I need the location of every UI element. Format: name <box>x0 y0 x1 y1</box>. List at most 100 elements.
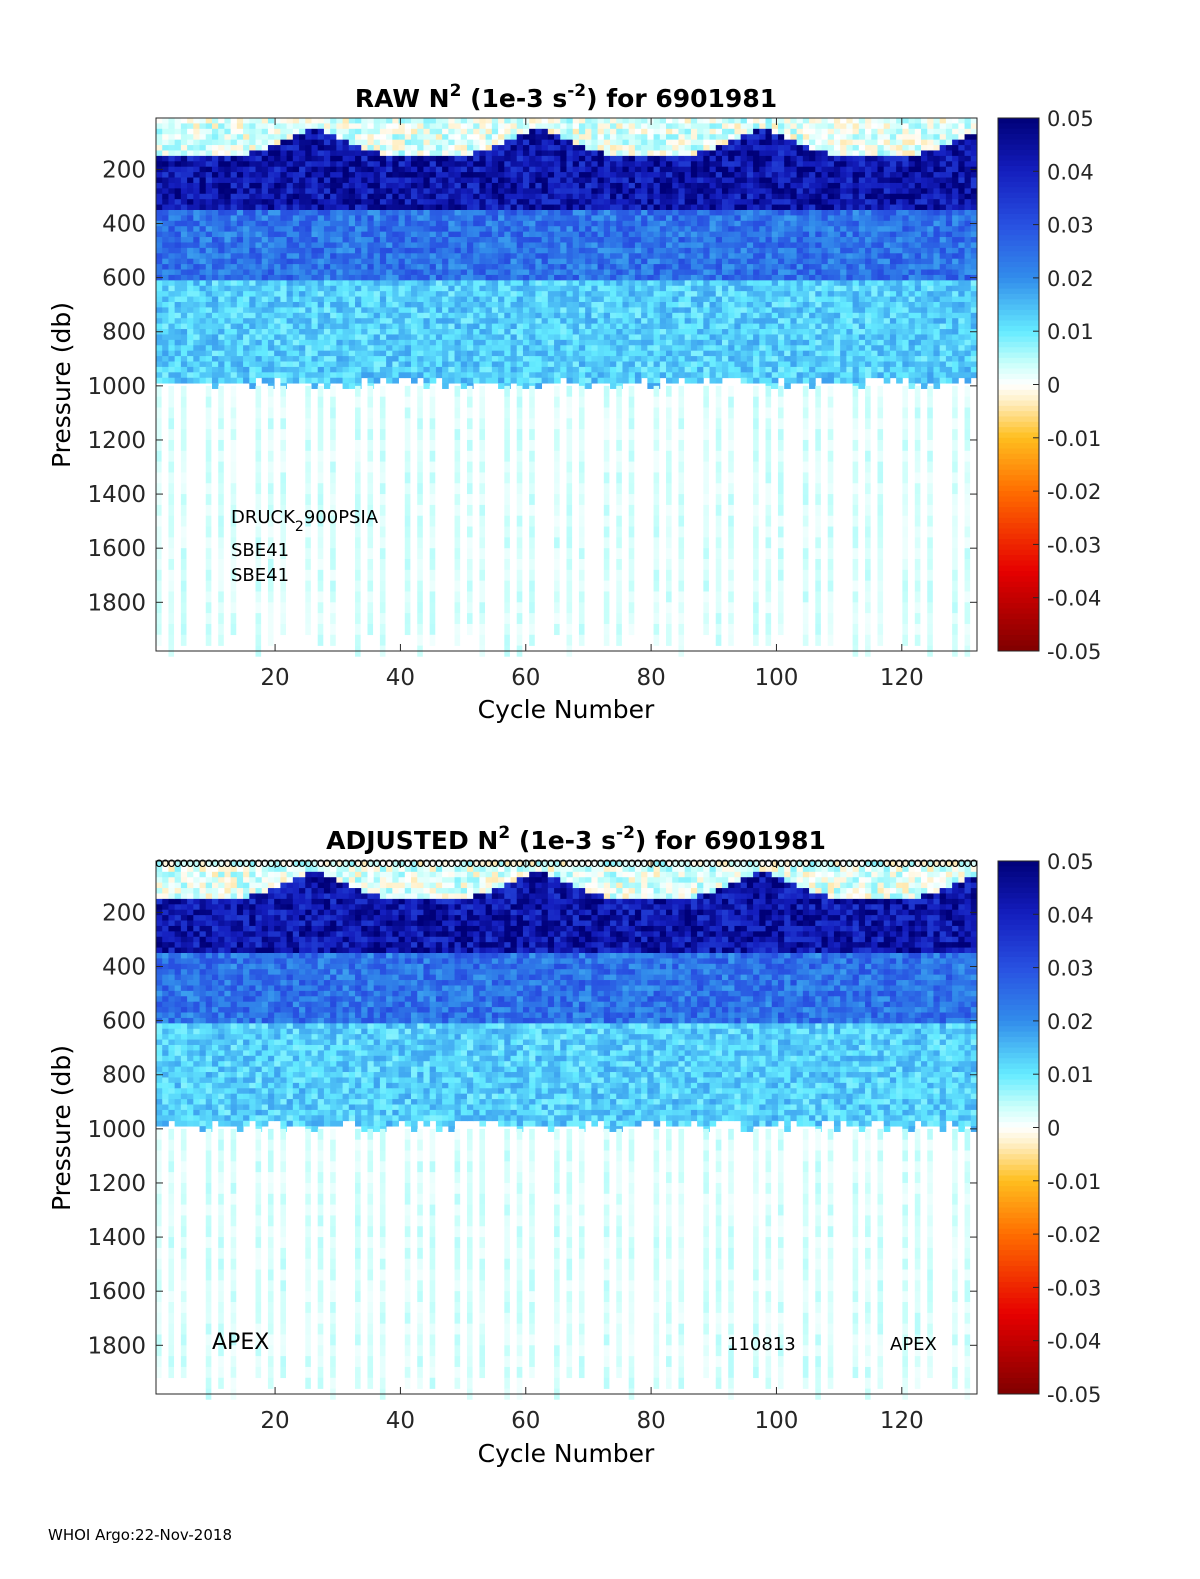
heatmap-cell <box>535 377 543 384</box>
heatmap-cell <box>578 515 585 527</box>
heatmap-cell <box>417 220 424 227</box>
heatmap-cell <box>591 145 598 151</box>
heatmap-cell <box>516 123 524 130</box>
heatmap-cell <box>386 166 393 173</box>
heatmap-cell <box>578 150 586 157</box>
heatmap-cell <box>610 285 617 292</box>
heatmap-cell <box>541 269 549 276</box>
heatmap-cell <box>641 258 648 265</box>
heatmap-cell <box>174 209 182 216</box>
heatmap-cell <box>280 377 288 384</box>
heatmap-cell <box>411 209 418 216</box>
heatmap-cell <box>529 155 536 162</box>
heatmap-cell <box>211 199 219 205</box>
heatmap-cell <box>180 366 188 373</box>
heatmap-cell <box>218 450 224 462</box>
heatmap-cell <box>292 172 300 178</box>
heatmap-cell <box>267 269 275 276</box>
heatmap-cell <box>286 128 294 135</box>
heatmap-cell <box>236 182 244 189</box>
heatmap-cell <box>566 345 574 352</box>
heatmap-cell <box>454 329 462 335</box>
heatmap-cell <box>554 602 560 614</box>
heatmap-cell <box>628 483 635 495</box>
heatmap-cell <box>274 372 281 379</box>
heatmap-cell <box>666 291 673 297</box>
heatmap-cell <box>603 396 610 408</box>
heatmap-cell <box>211 312 219 319</box>
heatmap-cell <box>411 177 418 184</box>
heatmap-cell <box>678 396 685 408</box>
heatmap-cell <box>404 177 412 184</box>
heatmap-cell <box>504 559 510 571</box>
heatmap-cell <box>429 385 436 397</box>
heatmap-cell <box>659 372 667 379</box>
heatmap-cell <box>280 226 288 233</box>
heatmap-cell <box>168 274 176 281</box>
heatmap-cell <box>585 285 592 292</box>
heatmap-cell <box>311 123 319 130</box>
heatmap-cell <box>504 280 511 287</box>
heatmap-cell <box>578 226 586 233</box>
heatmap-cell <box>392 139 399 146</box>
heatmap-cell <box>274 209 281 216</box>
heatmap-cell <box>535 318 543 325</box>
heatmap-cell <box>323 253 331 260</box>
heatmap-cell <box>547 361 555 368</box>
heatmap-cell <box>578 145 586 151</box>
heatmap-cell <box>541 118 549 124</box>
heatmap-cell <box>199 161 207 168</box>
heatmap-cell <box>516 407 523 419</box>
heatmap-cell <box>616 237 623 243</box>
heatmap-cell <box>323 334 331 341</box>
heatmap-cell <box>243 318 250 325</box>
heatmap-cell <box>299 280 306 287</box>
heatmap-cell <box>466 548 473 560</box>
heatmap-cell <box>603 182 611 189</box>
heatmap-cell <box>267 526 274 538</box>
heatmap-cell <box>535 345 543 352</box>
heatmap-cell <box>473 334 480 341</box>
heatmap-cell <box>448 145 455 151</box>
heatmap-cell <box>224 361 232 368</box>
heatmap-cell <box>255 242 263 249</box>
heatmap-cell <box>180 323 188 330</box>
heatmap-cell <box>485 334 493 341</box>
heatmap-cell <box>187 123 194 130</box>
heatmap-cell <box>547 318 555 325</box>
heatmap-cell <box>336 253 343 260</box>
heatmap-cell <box>386 204 393 211</box>
heatmap-cell <box>672 237 679 243</box>
heatmap-cell <box>286 231 294 238</box>
heatmap-cell <box>572 145 580 151</box>
heatmap-cell <box>392 204 399 211</box>
heatmap-cell <box>653 407 660 419</box>
heatmap-cell <box>330 483 336 495</box>
heatmap-cell <box>529 139 536 146</box>
heatmap-cell <box>236 318 244 325</box>
heatmap-cell <box>628 199 636 205</box>
heatmap-cell <box>311 329 319 335</box>
heatmap-cell <box>317 613 324 625</box>
heatmap-cell <box>578 177 586 184</box>
heatmap-cell <box>603 193 611 200</box>
heatmap-cell <box>342 226 350 233</box>
heatmap-cell <box>236 231 244 238</box>
heatmap-cell <box>429 280 437 287</box>
heatmap-cell <box>168 439 175 452</box>
heatmap-cell <box>423 145 431 151</box>
heatmap-cell <box>666 301 673 308</box>
heatmap-cell <box>361 145 368 151</box>
heatmap-cell <box>554 166 561 173</box>
heatmap-cell <box>373 377 381 384</box>
heatmap-cell <box>373 204 381 211</box>
heatmap-cell <box>267 429 274 441</box>
heatmap-cell <box>616 418 622 430</box>
heatmap-cell <box>460 274 468 281</box>
heatmap-cell <box>616 128 623 135</box>
heatmap-cell <box>323 312 331 319</box>
heatmap-cell <box>454 209 462 216</box>
heatmap-cell <box>435 188 443 195</box>
heatmap-cell <box>224 237 232 243</box>
heatmap-cell <box>386 199 393 205</box>
